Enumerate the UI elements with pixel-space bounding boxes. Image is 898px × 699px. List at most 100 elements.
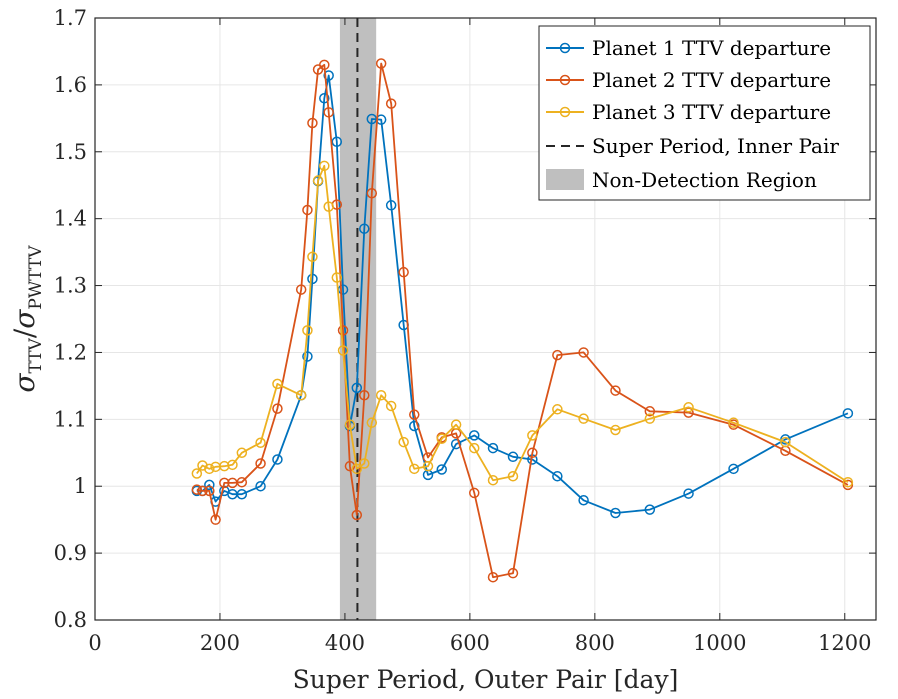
data-point-planet-1 xyxy=(307,273,318,285)
data-point-planet-3 xyxy=(398,436,409,448)
data-point-planet-1 xyxy=(450,438,462,450)
y-tick-label: 1.1 xyxy=(54,407,87,431)
data-point-planet-2 xyxy=(409,409,420,420)
data-point-planet-1 xyxy=(359,223,370,234)
series-line-planet-3 xyxy=(196,164,849,483)
data-point-planet-3 xyxy=(227,459,238,471)
series-2 xyxy=(191,58,854,583)
data-point-planet-3 xyxy=(436,433,448,444)
data-point-planet-2 xyxy=(319,59,330,71)
series-3 xyxy=(191,160,854,488)
data-point-planet-1 xyxy=(842,408,854,419)
data-point-planet-2 xyxy=(644,406,656,417)
data-point-planet-3 xyxy=(552,404,563,415)
data-point-planet-2 xyxy=(469,487,480,499)
data-point-planet-1 xyxy=(351,382,363,394)
legend-label-planet-3: Planet 3 TTV departure xyxy=(592,100,831,124)
legend-marker-planet-1 xyxy=(559,42,571,54)
x-tick-label: 1200 xyxy=(818,631,871,655)
data-point-planet-2 xyxy=(552,349,563,361)
data-point-planet-3 xyxy=(610,424,621,436)
data-point-planet-2 xyxy=(204,485,215,497)
data-point-planet-2 xyxy=(610,385,621,396)
data-point-planet-2 xyxy=(351,509,363,521)
x-tick-label: 800 xyxy=(575,631,615,655)
y-tick-label: 1.3 xyxy=(54,274,87,298)
x-tick-label: 0 xyxy=(88,631,101,655)
series-layer xyxy=(191,58,854,583)
series-line-planet-2 xyxy=(196,62,849,579)
data-point-planet-3 xyxy=(351,463,363,475)
y-axis-label-sigma-1: σ xyxy=(8,373,41,393)
data-point-planet-3 xyxy=(323,201,334,212)
data-point-planet-3 xyxy=(302,325,313,336)
data-point-planet-3 xyxy=(842,476,854,488)
data-point-planet-3 xyxy=(450,419,462,430)
data-point-planet-2 xyxy=(295,284,307,295)
y-tick-label: 0.9 xyxy=(54,541,87,565)
data-point-planet-3 xyxy=(527,430,538,441)
legend-label-planet-1: Planet 1 TTV departure xyxy=(592,36,831,60)
data-point-planet-2 xyxy=(366,187,378,199)
data-point-planet-3 xyxy=(683,402,694,413)
data-point-planet-2 xyxy=(487,571,499,583)
data-point-planet-3 xyxy=(375,390,387,401)
legend-marker-planet-3 xyxy=(559,106,571,118)
data-point-planet-3 xyxy=(319,160,330,172)
data-point-planet-1 xyxy=(319,93,330,104)
data-point-planet-3 xyxy=(204,463,215,475)
data-point-planet-3 xyxy=(728,417,739,428)
data-point-planet-3 xyxy=(578,413,589,424)
data-point-planet-2 xyxy=(191,484,203,495)
legend-label-non-detection: Non-Detection Region xyxy=(592,168,817,192)
data-point-planet-1 xyxy=(255,480,266,492)
data-point-planet-2 xyxy=(359,390,370,401)
data-point-planet-1 xyxy=(728,463,739,475)
data-point-planet-2 xyxy=(219,477,230,489)
y-tick-label: 1.6 xyxy=(54,73,87,97)
data-point-planet-1 xyxy=(272,454,283,465)
y-axis-label: σTTV/σPWTTV xyxy=(8,245,46,393)
y-axis-label-sub-bottom: PWTTV xyxy=(26,245,46,310)
data-point-planet-2 xyxy=(507,567,519,579)
data-point-planet-1 xyxy=(323,70,334,81)
legend-box xyxy=(538,25,871,201)
data-point-planet-2 xyxy=(337,325,349,336)
data-point-planet-3 xyxy=(422,460,434,472)
data-point-planet-1 xyxy=(507,451,519,463)
data-point-planet-3 xyxy=(385,400,397,412)
data-point-planet-3 xyxy=(236,447,248,459)
data-point-planet-3 xyxy=(272,378,283,390)
data-point-planet-2 xyxy=(255,458,266,469)
legend-marker-planet-2 xyxy=(559,74,571,86)
y-tick-label: 1.5 xyxy=(54,140,87,164)
series-line-planet-1 xyxy=(196,74,849,514)
data-point-planet-1 xyxy=(236,488,248,500)
data-point-planet-2 xyxy=(307,117,318,129)
legend: Planet 1 TTV departure Planet 2 TTV depa… xyxy=(538,25,871,201)
data-point-planet-2 xyxy=(210,514,221,525)
data-point-planet-2 xyxy=(236,476,248,488)
data-point-planet-1 xyxy=(610,507,621,519)
data-point-planet-2 xyxy=(302,204,313,216)
x-tick-label: 600 xyxy=(450,631,490,655)
tick-labels: 0 200 400 600 800 1000 1200 0.8 0.9 1 1.1 1.2 1.3 1.4… xyxy=(54,6,872,655)
legend-label-planet-2: Planet 2 TTV departure xyxy=(592,68,831,92)
x-axis-label: Super Period, Outer Pair [day] xyxy=(293,665,679,694)
y-tick-label: 1 xyxy=(74,474,87,498)
data-point-planet-3 xyxy=(507,470,519,482)
data-point-planet-3 xyxy=(331,272,343,283)
data-point-planet-3 xyxy=(469,442,480,454)
data-point-planet-3 xyxy=(191,468,203,479)
y-tick-label: 1.4 xyxy=(54,207,87,231)
data-point-planet-3 xyxy=(487,474,499,486)
data-point-planet-3 xyxy=(644,413,656,424)
y-tick-label: 0.8 xyxy=(54,608,87,632)
data-point-planet-3 xyxy=(255,437,266,448)
data-point-planet-1 xyxy=(204,479,215,491)
data-point-planet-1 xyxy=(644,504,656,515)
data-point-planet-2 xyxy=(375,58,387,69)
data-point-planet-2 xyxy=(272,403,283,414)
ticks xyxy=(94,17,876,621)
data-point-planet-2 xyxy=(344,460,356,472)
